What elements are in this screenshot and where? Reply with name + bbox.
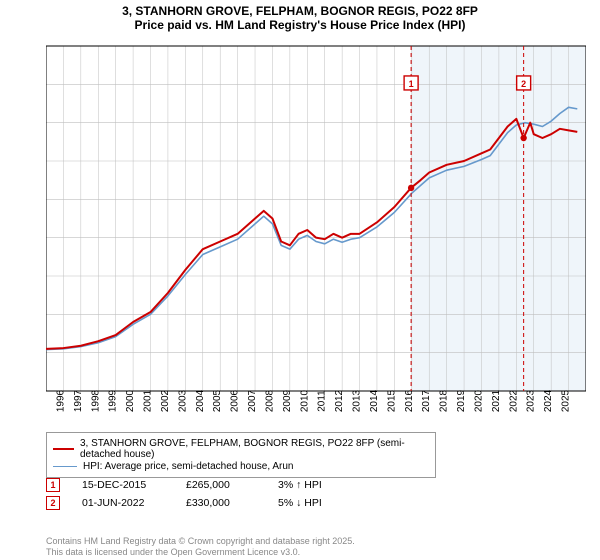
svg-text:1999: 1999 bbox=[108, 389, 119, 412]
legend-item: 3, STANHORN GROVE, FELPHAM, BOGNOR REGIS… bbox=[53, 438, 429, 460]
svg-text:2024: 2024 bbox=[543, 389, 554, 412]
tx-pct: 3% ↑ HPI bbox=[278, 479, 368, 491]
svg-text:2013: 2013 bbox=[352, 389, 363, 412]
transaction-row: 1 15-DEC-2015 £265,000 3% ↑ HPI bbox=[46, 478, 368, 492]
tx-date: 01-JUN-2022 bbox=[82, 497, 164, 509]
svg-text:2011: 2011 bbox=[317, 390, 328, 412]
svg-text:2012: 2012 bbox=[334, 389, 345, 412]
legend-label: 3, STANHORN GROVE, FELPHAM, BOGNOR REGIS… bbox=[80, 438, 429, 460]
legend-box: 3, STANHORN GROVE, FELPHAM, BOGNOR REGIS… bbox=[46, 432, 436, 478]
svg-text:2010: 2010 bbox=[299, 389, 310, 412]
svg-text:2015: 2015 bbox=[386, 389, 397, 412]
svg-text:2022: 2022 bbox=[508, 389, 519, 412]
tx-date: 15-DEC-2015 bbox=[82, 479, 164, 491]
svg-text:2002: 2002 bbox=[160, 389, 171, 412]
transaction-row: 2 01-JUN-2022 £330,000 5% ↓ HPI bbox=[46, 496, 368, 510]
svg-text:2005: 2005 bbox=[212, 389, 223, 412]
chart-title-block: 3, STANHORN GROVE, FELPHAM, BOGNOR REGIS… bbox=[0, 0, 600, 34]
tx-price: £330,000 bbox=[186, 497, 256, 509]
svg-text:2000: 2000 bbox=[125, 389, 136, 412]
title-line-2: Price paid vs. HM Land Registry's House … bbox=[0, 18, 600, 32]
svg-text:2008: 2008 bbox=[264, 389, 275, 412]
svg-text:1995: 1995 bbox=[46, 389, 49, 412]
svg-text:2018: 2018 bbox=[439, 389, 450, 412]
legend-label: HPI: Average price, semi-detached house,… bbox=[83, 461, 294, 472]
svg-text:2: 2 bbox=[521, 79, 526, 89]
chart-area: £0£50K£100K£150K£200K£250K£300K£350K£400… bbox=[46, 40, 586, 425]
svg-text:2014: 2014 bbox=[369, 389, 380, 412]
svg-text:2006: 2006 bbox=[230, 389, 241, 412]
footer-line-1: Contains HM Land Registry data © Crown c… bbox=[46, 536, 355, 547]
svg-text:2004: 2004 bbox=[195, 389, 206, 412]
svg-text:2003: 2003 bbox=[177, 389, 188, 412]
tx-price: £265,000 bbox=[186, 479, 256, 491]
svg-text:1998: 1998 bbox=[90, 389, 101, 412]
tx-pct: 5% ↓ HPI bbox=[278, 497, 368, 509]
svg-text:2009: 2009 bbox=[282, 389, 293, 412]
svg-text:1996: 1996 bbox=[55, 389, 66, 412]
svg-text:2023: 2023 bbox=[526, 389, 537, 412]
legend-item: HPI: Average price, semi-detached house,… bbox=[53, 461, 429, 472]
title-line-1: 3, STANHORN GROVE, FELPHAM, BOGNOR REGIS… bbox=[0, 4, 600, 18]
footer-attribution: Contains HM Land Registry data © Crown c… bbox=[46, 536, 355, 559]
svg-text:2021: 2021 bbox=[491, 389, 502, 412]
svg-text:2020: 2020 bbox=[473, 389, 484, 412]
tx-marker-box: 2 bbox=[46, 496, 60, 510]
line-chart-svg: £0£50K£100K£150K£200K£250K£300K£350K£400… bbox=[46, 40, 586, 425]
legend-swatch bbox=[53, 466, 77, 468]
svg-text:2017: 2017 bbox=[421, 389, 432, 412]
tx-marker-box: 1 bbox=[46, 478, 60, 492]
transactions-table: 1 15-DEC-2015 £265,000 3% ↑ HPI 2 01-JUN… bbox=[46, 478, 368, 514]
svg-text:2001: 2001 bbox=[143, 389, 154, 412]
svg-text:2016: 2016 bbox=[404, 389, 415, 412]
svg-text:1: 1 bbox=[409, 79, 414, 89]
legend-swatch bbox=[53, 448, 74, 450]
svg-text:2019: 2019 bbox=[456, 389, 467, 412]
footer-line-2: This data is licensed under the Open Gov… bbox=[46, 547, 355, 558]
svg-text:1997: 1997 bbox=[73, 389, 84, 412]
svg-text:2007: 2007 bbox=[247, 389, 258, 412]
svg-text:2025: 2025 bbox=[561, 389, 572, 412]
